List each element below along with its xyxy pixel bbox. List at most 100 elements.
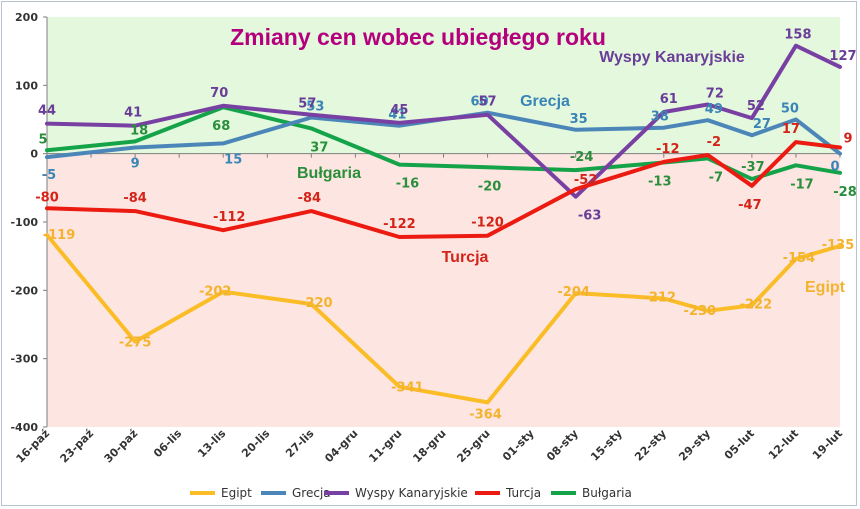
y-tick-label: -400 <box>10 421 38 434</box>
data-label-wyspy-kanaryjskie: -63 <box>578 209 602 224</box>
x-tick-label: 20-lis <box>239 427 273 461</box>
x-tick-label: 12-lut <box>766 427 801 462</box>
data-label-grecja: 27 <box>753 117 771 132</box>
data-label-turcja: -2 <box>707 135 721 150</box>
series-line-egipt <box>45 233 842 405</box>
data-label-wyspy-kanaryjskie: 72 <box>706 86 724 101</box>
data-label-bułgaria: 5 <box>38 132 47 147</box>
data-label-egipt: -341 <box>391 381 424 396</box>
legend-label: Grecja <box>292 486 331 500</box>
data-label-egipt: -220 <box>300 296 333 311</box>
data-label-wyspy-kanaryjskie: 57 <box>298 97 316 112</box>
data-label-egipt: -222 <box>740 297 773 312</box>
data-label-turcja: -84 <box>298 191 322 206</box>
x-tick-label: 08-sty <box>544 427 581 464</box>
x-tick-label: 22-sty <box>632 427 669 464</box>
legend-label: Turcja <box>505 486 541 500</box>
series-annotation-bułgaria: Bułgaria <box>297 165 361 182</box>
data-label-grecja: 38 <box>651 110 669 125</box>
series-line-grecja <box>45 110 842 160</box>
y-tick-label: 200 <box>15 11 38 24</box>
legend-label: Bułgaria <box>582 486 632 500</box>
data-label-egipt: -364 <box>469 407 502 422</box>
x-tick-label: 01-sty <box>500 427 537 464</box>
data-label-grecja: 0 <box>830 160 839 175</box>
data-label-wyspy-kanaryjskie: 127 <box>829 49 856 64</box>
data-label-egipt: -119 <box>43 228 76 243</box>
series-annotation-turcja: Turcja <box>442 249 489 266</box>
data-label-bułgaria: -28 <box>833 185 857 200</box>
data-label-wyspy-kanaryjskie: 52 <box>747 99 765 114</box>
data-label-wyspy-kanaryjskie: 61 <box>660 92 678 107</box>
data-label-bułgaria: -24 <box>570 150 594 165</box>
data-label-turcja: 9 <box>843 132 852 147</box>
chart-title: Zmiany cen wobec ubiegłego roku <box>230 24 606 50</box>
data-label-bułgaria: -17 <box>790 177 814 192</box>
data-label-grecja: 41 <box>388 108 406 123</box>
data-label-turcja: -12 <box>656 142 680 157</box>
data-label-bułgaria: 68 <box>212 119 230 134</box>
data-label-turcja: -47 <box>738 198 762 213</box>
data-label-bułgaria: -13 <box>648 175 672 190</box>
y-tick-label: -200 <box>10 284 38 297</box>
data-label-egipt: -135 <box>822 238 855 253</box>
x-tick-label: 15-sty <box>588 427 625 464</box>
data-label-grecja: 9 <box>131 157 140 172</box>
series-annotation-egipt: Egipt <box>805 279 846 296</box>
plot-bg-positive <box>47 17 840 154</box>
data-label-wyspy-kanaryjskie: 45 <box>390 103 408 118</box>
data-label-grecja: 60 <box>471 95 489 110</box>
series-annotation-grecja: Grecja <box>520 93 570 110</box>
data-label-egipt: -212 <box>644 291 677 306</box>
x-tick-label: 11-gru <box>366 427 404 465</box>
x-tick-label: 04-gru <box>322 427 360 465</box>
data-label-wyspy-kanaryjskie: 57 <box>479 95 497 110</box>
data-label-egipt: -230 <box>684 304 717 319</box>
data-label-bułgaria: 18 <box>130 123 148 138</box>
x-tick-label: 27-lis <box>283 427 317 461</box>
data-label-egipt: -275 <box>119 336 152 351</box>
data-label-grecja: -5 <box>42 168 56 183</box>
y-tick-label: -100 <box>10 216 38 229</box>
x-tick-label: 25-gru <box>454 427 492 465</box>
data-label-grecja: 15 <box>224 152 242 167</box>
x-tick-label: 23-paź <box>58 427 97 466</box>
x-tick-label: 19-lut <box>810 427 845 462</box>
data-label-grecja: 49 <box>705 102 723 117</box>
plot-bg-negative <box>47 153 840 427</box>
data-label-bułgaria: -7 <box>709 170 723 185</box>
data-label-turcja: -52 <box>574 173 598 188</box>
series-line-turcja <box>45 140 842 239</box>
y-tick-label: 0 <box>30 148 38 161</box>
data-label-bułgaria: -20 <box>478 179 502 194</box>
data-label-turcja: -80 <box>35 190 59 205</box>
data-label-turcja: -122 <box>383 217 416 232</box>
data-label-wyspy-kanaryjskie: 70 <box>210 86 228 101</box>
x-tick-label: 18-gru <box>410 427 448 465</box>
x-tick-label: 29-sty <box>676 427 713 464</box>
data-label-egipt: -154 <box>783 251 816 266</box>
series-line-wyspy-kanaryjskie <box>45 43 842 199</box>
data-label-turcja: -120 <box>471 216 504 231</box>
data-label-egipt: -202 <box>199 285 232 300</box>
series-annotation-wyspy-kanaryjskie: Wyspy Kanaryjskie <box>599 49 745 66</box>
data-label-turcja: -112 <box>213 210 246 225</box>
legend-label: Egipt <box>221 486 252 500</box>
data-label-bułgaria: -16 <box>396 177 420 192</box>
y-tick-label: 100 <box>15 79 38 92</box>
data-label-wyspy-kanaryjskie: 41 <box>124 106 142 121</box>
x-tick-label: 06-lis <box>151 427 185 461</box>
data-label-bułgaria: 37 <box>310 140 328 155</box>
data-label-turcja: 17 <box>782 122 800 137</box>
legend-label: Wyspy Kanaryjskie <box>355 486 468 500</box>
x-tick-label: 05-lut <box>722 427 757 462</box>
data-label-turcja: -84 <box>123 191 147 206</box>
data-label-egipt: -204 <box>557 285 590 300</box>
data-label-bułgaria: -37 <box>741 160 765 175</box>
x-tick-label: 13-lis <box>195 427 229 461</box>
data-label-wyspy-kanaryjskie: 158 <box>784 28 811 43</box>
data-label-grecja: 53 <box>306 99 324 114</box>
data-label-grecja: 35 <box>570 112 588 127</box>
